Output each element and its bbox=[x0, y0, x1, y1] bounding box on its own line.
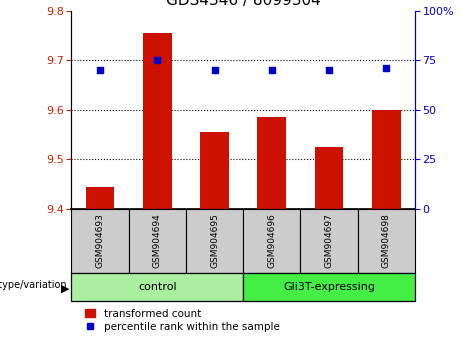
Text: genotype/variation: genotype/variation bbox=[0, 280, 67, 290]
Bar bbox=[243, 273, 415, 301]
Bar bbox=[358, 209, 415, 273]
Bar bbox=[372, 110, 401, 209]
Legend: transformed count, percentile rank within the sample: transformed count, percentile rank withi… bbox=[81, 304, 284, 336]
Bar bbox=[71, 209, 129, 273]
Point bbox=[96, 67, 104, 73]
Bar bbox=[301, 209, 358, 273]
Bar bbox=[71, 273, 243, 301]
Bar bbox=[186, 209, 243, 273]
Bar bbox=[200, 132, 229, 209]
Point bbox=[383, 65, 390, 71]
Bar bbox=[86, 187, 114, 209]
Text: Gli3T-expressing: Gli3T-expressing bbox=[283, 282, 375, 292]
Bar bbox=[243, 209, 301, 273]
Point bbox=[211, 67, 218, 73]
Text: ▶: ▶ bbox=[61, 283, 69, 293]
Bar bbox=[143, 33, 171, 209]
Point bbox=[154, 57, 161, 63]
Text: GSM904694: GSM904694 bbox=[153, 213, 162, 268]
Text: GSM904698: GSM904698 bbox=[382, 213, 391, 268]
Text: GSM904695: GSM904695 bbox=[210, 213, 219, 268]
Bar bbox=[258, 117, 286, 209]
Text: GSM904696: GSM904696 bbox=[267, 213, 276, 268]
Point bbox=[268, 67, 276, 73]
Title: GDS4346 / 8099304: GDS4346 / 8099304 bbox=[166, 0, 320, 8]
Bar bbox=[315, 147, 343, 209]
Text: control: control bbox=[138, 282, 177, 292]
Point bbox=[325, 67, 333, 73]
Text: GSM904697: GSM904697 bbox=[325, 213, 334, 268]
Text: GSM904693: GSM904693 bbox=[95, 213, 105, 268]
Bar bbox=[129, 209, 186, 273]
